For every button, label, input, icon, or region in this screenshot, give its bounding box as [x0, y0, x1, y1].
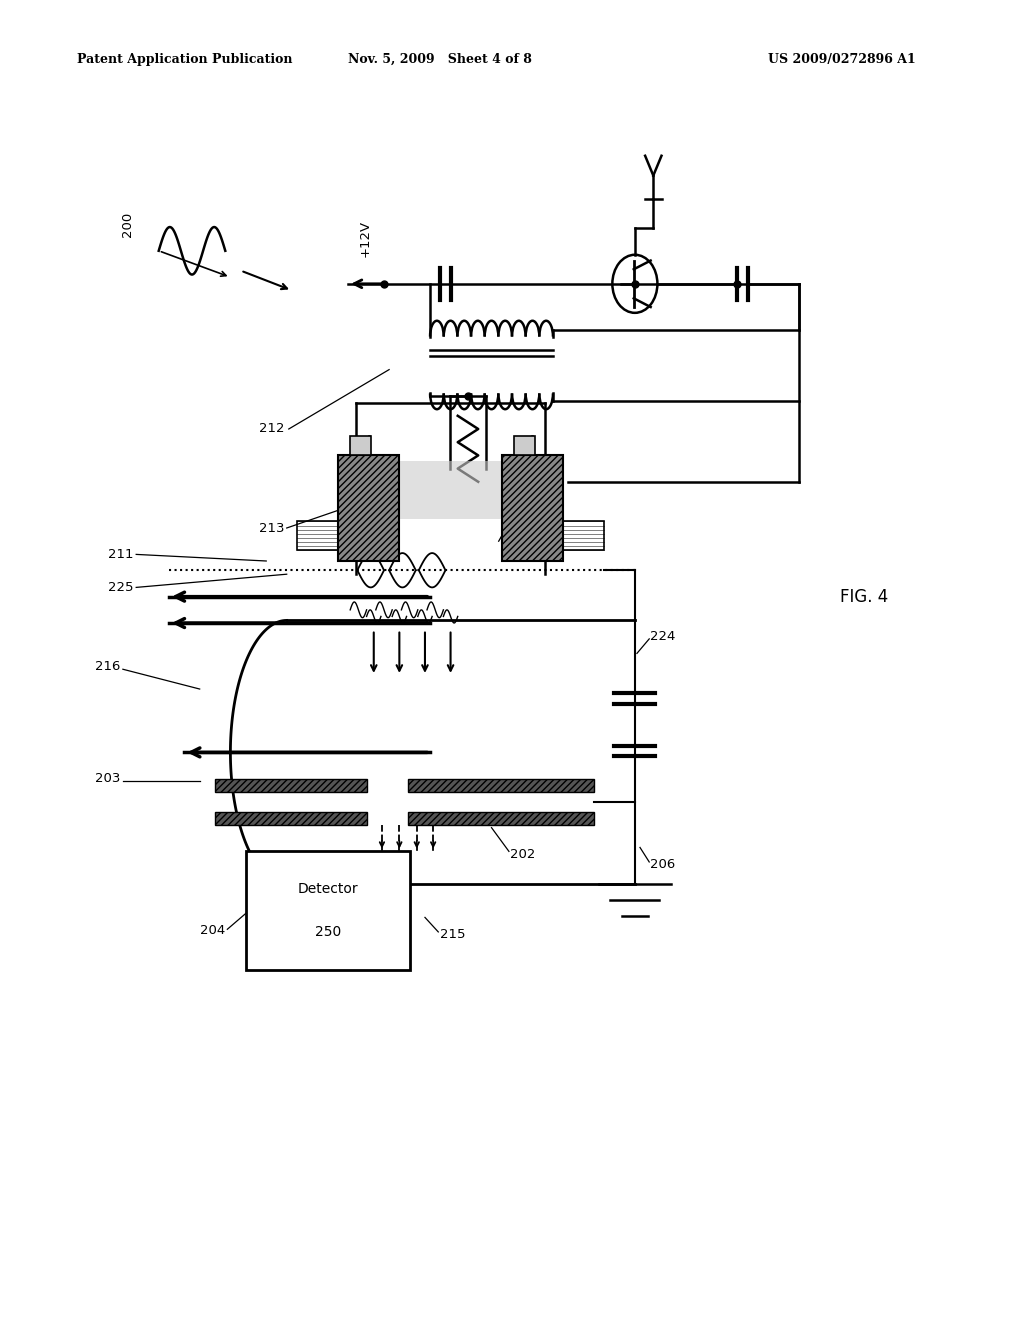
Text: 200: 200 [121, 211, 134, 238]
Text: 203: 203 [95, 772, 121, 785]
Bar [563, 521, 604, 550]
Text: Nov. 5, 2009   Sheet 4 of 8: Nov. 5, 2009 Sheet 4 of 8 [348, 53, 532, 66]
Bar [215, 779, 367, 792]
Text: 250: 250 [314, 925, 341, 940]
Text: 206: 206 [650, 858, 676, 871]
Bar [246, 851, 410, 970]
Bar [215, 812, 367, 825]
Bar [350, 436, 371, 455]
Text: 223: 223 [500, 535, 525, 548]
Text: 204: 204 [200, 924, 225, 937]
Text: 215: 215 [440, 928, 466, 941]
Bar [297, 521, 338, 550]
Text: +12V: +12V [358, 220, 372, 257]
Text: 224: 224 [650, 630, 676, 643]
Bar [394, 461, 512, 519]
Bar [408, 779, 594, 792]
Text: 216: 216 [95, 660, 121, 673]
Text: 225: 225 [108, 581, 133, 594]
Bar [514, 436, 535, 455]
Text: 213: 213 [259, 521, 285, 535]
Text: Patent Application Publication: Patent Application Publication [77, 53, 292, 66]
Bar [338, 455, 399, 561]
Text: 212: 212 [259, 422, 285, 436]
Text: 202: 202 [510, 847, 536, 861]
Text: 211: 211 [108, 548, 133, 561]
Bar [502, 455, 563, 561]
Text: FIG. 4: FIG. 4 [840, 587, 888, 606]
Text: US 2009/0272896 A1: US 2009/0272896 A1 [768, 53, 915, 66]
Text: Detector: Detector [297, 882, 358, 896]
Bar [408, 812, 594, 825]
